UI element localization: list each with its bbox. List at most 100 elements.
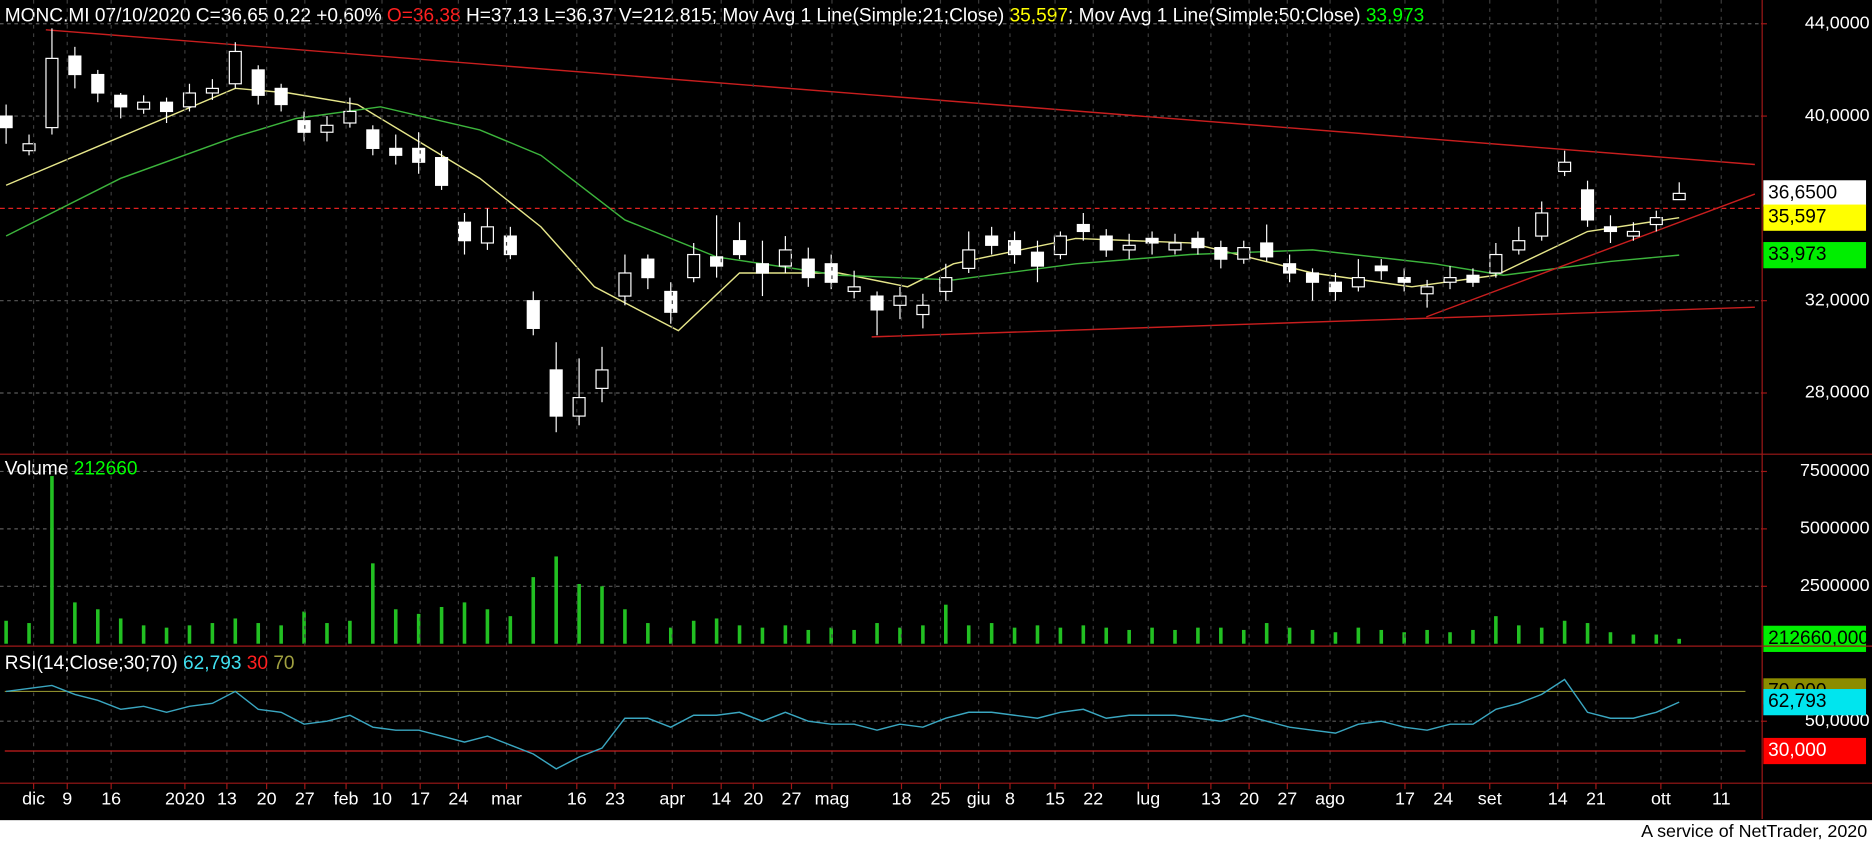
- header-segment: RSI(14;Close;30;70): [5, 653, 183, 674]
- volume-bar: [714, 618, 719, 644]
- volume-bar: [325, 623, 329, 644]
- y-tick-label: 7500000: [1800, 460, 1870, 480]
- x-tick-label: lug: [1136, 789, 1160, 809]
- volume-bar: [1562, 620, 1567, 644]
- volume-bar: [348, 620, 352, 644]
- candle-body: [1580, 189, 1595, 221]
- last-value-box: [1763, 180, 1867, 207]
- volume-bar: [531, 577, 536, 644]
- candle-body: [1328, 281, 1342, 293]
- volume-bar: [806, 629, 811, 644]
- volume-bar: [989, 623, 994, 644]
- candle-body: [1558, 161, 1572, 173]
- last-value-label: 212660,000: [1768, 628, 1869, 649]
- last-value-box: [1763, 689, 1867, 716]
- candle-body: [1351, 277, 1365, 288]
- header-segment: MONC.MI 07/10/2020 C=36,65 0,22 +0,60%: [5, 6, 387, 27]
- candle-body: [137, 101, 151, 110]
- volume-bar: [1264, 623, 1269, 644]
- header-segment: ; Mov Avg 1 Line(Simple;50;Close): [1068, 6, 1366, 27]
- x-tick-label: 2020: [165, 789, 205, 809]
- x-tick-label: 20: [1239, 789, 1259, 809]
- volume-bar: [164, 627, 169, 644]
- candle-body: [480, 226, 494, 244]
- candle-body: [389, 147, 403, 156]
- candle-body: [68, 55, 82, 76]
- x-tick-label: 17: [1395, 789, 1415, 809]
- candle-body: [1443, 277, 1457, 283]
- volume-bar: [1585, 623, 1590, 644]
- last-value-label: 62,793: [1768, 691, 1826, 712]
- volume-bar: [73, 602, 77, 644]
- last-value-label: 35,597: [1768, 207, 1826, 228]
- header-segment: 70: [268, 653, 295, 674]
- header-segment: 62,793: [183, 653, 241, 674]
- volume-bar: [1104, 627, 1109, 644]
- x-tick-label: 8: [1005, 789, 1015, 809]
- volume-bar: [1081, 625, 1086, 644]
- candle-body: [778, 249, 792, 267]
- x-tick-label: 23: [605, 789, 625, 809]
- volume-bar: [118, 618, 123, 644]
- candle-body: [1007, 240, 1022, 256]
- volume-bar: [1173, 629, 1177, 644]
- last-value-label: 33,973: [1768, 244, 1826, 265]
- volume-bar: [1196, 627, 1200, 644]
- x-tick-label: 22: [1083, 789, 1103, 809]
- candle-body: [1420, 286, 1434, 295]
- volume-bar: [485, 609, 490, 644]
- candle-body: [1626, 230, 1640, 237]
- volume-bar: [462, 602, 467, 644]
- x-tick-label: 20: [743, 789, 763, 809]
- volume-bar: [1425, 629, 1429, 644]
- volume-bar: [921, 625, 925, 644]
- candle-body: [412, 147, 426, 163]
- candle-body: [572, 397, 586, 417]
- x-tick-label: 15: [1045, 789, 1065, 809]
- candle-body: [1535, 212, 1549, 237]
- x-tick-label: 18: [892, 789, 912, 809]
- x-tick-label: dic: [22, 789, 45, 809]
- x-tick-label: 9: [62, 789, 72, 809]
- y-tick-label: 2500000: [1800, 575, 1870, 595]
- header-segment: H=37,13 L=36,37 V=212.815: [461, 6, 712, 27]
- header-segment: 212660: [74, 459, 138, 480]
- candle-body: [664, 290, 678, 313]
- candle-body: [595, 369, 609, 389]
- candle-body: [182, 92, 197, 108]
- volume-bar: [1471, 629, 1475, 644]
- header-segment: ; Mov Avg 1 Line(Simple;21;Close): [712, 6, 1010, 27]
- y-tick-label: 32,0000: [1805, 289, 1870, 309]
- volume-bar: [95, 609, 100, 644]
- volume-bar: [279, 625, 283, 644]
- candle-body: [847, 286, 861, 293]
- moving-average: [5, 87, 1680, 332]
- candle-body: [1649, 217, 1663, 226]
- x-tick-label: mar: [491, 789, 522, 809]
- volume-bar: [50, 476, 54, 644]
- volume-bar: [898, 627, 902, 644]
- x-tick-label: 16: [101, 789, 121, 809]
- volume-bar: [966, 625, 971, 644]
- candle-body: [1214, 247, 1228, 260]
- candle-body: [457, 221, 472, 242]
- last-value-label: 30,000: [1768, 740, 1826, 761]
- candle-body: [1168, 242, 1182, 251]
- volume-bar: [1516, 625, 1521, 644]
- volume-bar: [1012, 627, 1017, 644]
- candle-body: [710, 256, 724, 267]
- volume-bar: [668, 627, 673, 644]
- volume-bar: [256, 623, 261, 644]
- candle-body: [320, 124, 334, 133]
- x-tick-label: set: [1478, 789, 1502, 809]
- y-tick-label: 28,0000: [1805, 382, 1870, 402]
- volume-bar: [1608, 632, 1613, 644]
- volume-bar: [1241, 629, 1246, 644]
- volume-bar: [1356, 627, 1361, 644]
- volume-bar: [1677, 638, 1682, 644]
- candle-body: [939, 277, 953, 293]
- volume-bar: [1631, 634, 1636, 644]
- candle-body: [1122, 244, 1136, 251]
- candle-body: [343, 110, 357, 124]
- x-tick-label: 20: [257, 789, 277, 809]
